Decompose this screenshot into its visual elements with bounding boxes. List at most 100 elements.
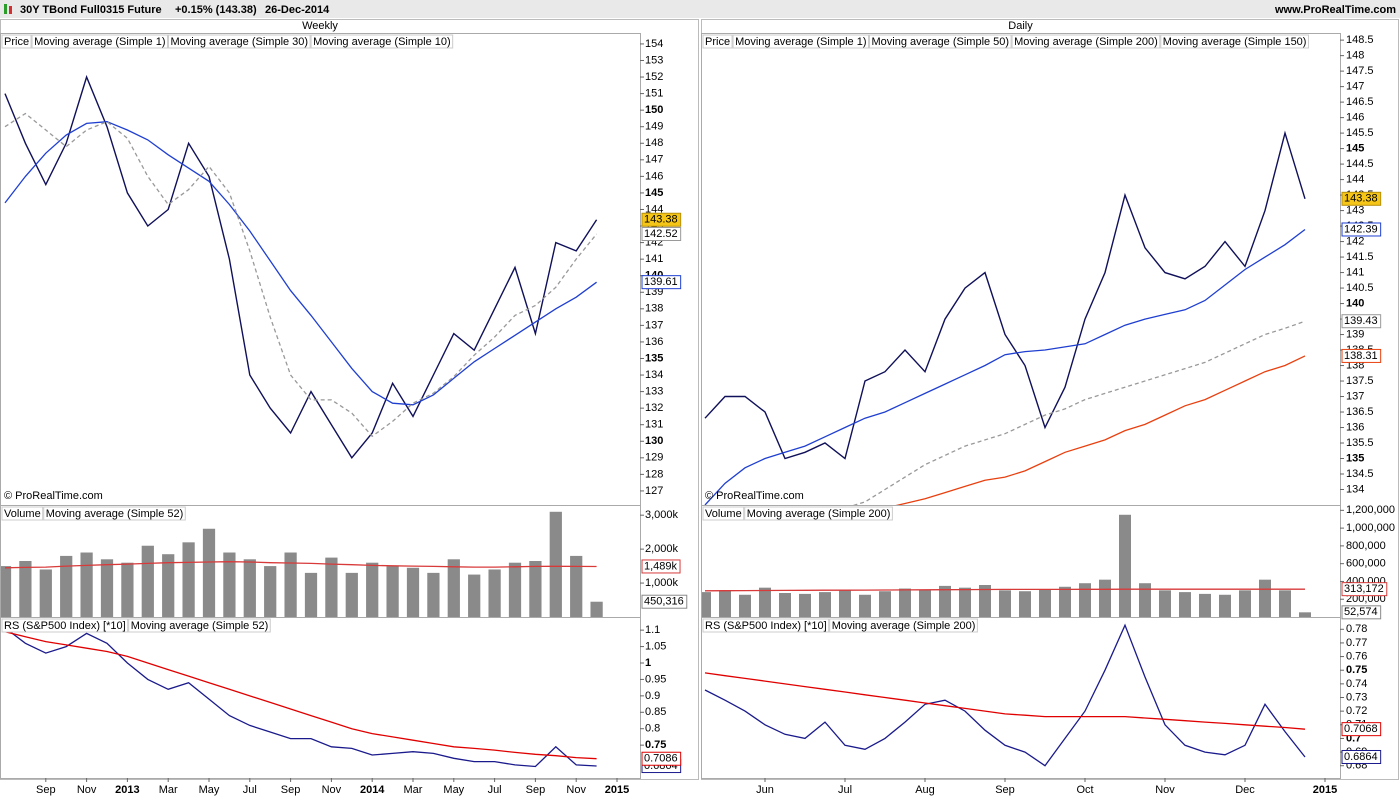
y-tick-label: 1.1 (645, 624, 660, 636)
y-tick-label: 136 (645, 336, 663, 348)
legend-label: Moving average (Simple 1) (34, 36, 165, 48)
volume-bar (999, 590, 1011, 617)
legend-label: Price (4, 36, 29, 48)
volume-bar (366, 562, 379, 617)
legend-box (1160, 34, 1309, 49)
volume-bar (839, 590, 851, 617)
y-tick-label: 134 (645, 369, 663, 381)
legend-label: Moving average (Simple 52) (131, 620, 269, 632)
y-tick-label: 142 (1346, 235, 1364, 247)
last-value-box (1341, 722, 1382, 737)
panel-frame (0, 505, 641, 618)
last-value-box (1341, 582, 1388, 597)
y-tick-label: 134.5 (1346, 468, 1374, 480)
volume-bar (39, 569, 52, 617)
y-tick-label: 0.95 (645, 673, 666, 685)
y-tick-label: 131 (645, 419, 663, 431)
legend-label: RS (S&P500 Index) [*10] (4, 620, 126, 632)
legend-box (702, 506, 745, 521)
x-tick-label: Aug (915, 784, 935, 796)
volume-bar (570, 555, 583, 617)
y-tick-label: 0.77 (1346, 637, 1367, 649)
last-value-box (1341, 749, 1382, 764)
plot-area (702, 514, 1311, 617)
legend-label: Moving average (Simple 200) (832, 620, 976, 632)
volume-bar (1259, 579, 1271, 617)
x-tick-label: Sep (281, 784, 301, 796)
legend-label: Moving average (Simple 200) (747, 508, 891, 520)
volume-bar (19, 561, 32, 617)
site: www.ProRealTime.com (1274, 4, 1396, 16)
x-tick-label: 2015 (1313, 784, 1337, 796)
series-line (704, 672, 1306, 730)
legend-label: Moving average (Simple 52) (46, 508, 184, 520)
volume-bar (304, 572, 318, 617)
y-tick-label: 600,000 (1346, 558, 1386, 570)
y-tick-label: 1,000k (645, 577, 679, 589)
volume-bar (959, 587, 971, 617)
y-tick-label: 144.5 (1346, 158, 1374, 170)
x-tick-label: May (443, 784, 464, 796)
y-tick-label: 137 (1346, 390, 1364, 402)
y-tick-label: 0.75 (645, 739, 666, 751)
y-tick-label: 134 (1346, 483, 1364, 495)
y-tick-label: 144 (1346, 173, 1364, 185)
y-tick-label: 141.5 (1346, 251, 1374, 263)
y-tick-label: 127 (645, 485, 663, 497)
volume-bar (739, 594, 751, 617)
series-line (895, 355, 1306, 505)
x-tick-label: Jul (838, 784, 852, 796)
last-value-box (1341, 314, 1382, 329)
volume-bar (1099, 579, 1111, 617)
y-tick-label: 148 (645, 137, 663, 149)
volume-bar (1179, 592, 1191, 617)
volume-bar (1019, 591, 1031, 617)
volume-bar (1199, 593, 1211, 617)
y-tick-label: 141 (1346, 266, 1364, 278)
x-tick-label: Jul (488, 784, 502, 796)
x-tick-label: Mar (159, 784, 178, 796)
y-tick-label: 138 (645, 303, 663, 315)
legend-label: Moving average (Simple 200) (1014, 36, 1158, 48)
last-value-label: 52,574 (1344, 606, 1378, 618)
y-tick-label: 139 (645, 286, 663, 298)
x-tick-label: Oct (1076, 784, 1093, 796)
legend-label: Moving average (Simple 50) (872, 36, 1010, 48)
series-line (4, 74, 598, 460)
column-frame (0, 19, 699, 780)
y-tick-label: 0.73 (1346, 691, 1367, 703)
y-tick-label: 140 (1346, 297, 1364, 309)
series-line (4, 627, 597, 768)
last-value-label: 138.31 (1344, 350, 1378, 362)
legend-box (43, 506, 186, 521)
volume-bar (529, 561, 542, 617)
x-tick-label: Nov (322, 784, 342, 796)
price-change: +0.15% (143.38) (175, 4, 257, 16)
y-tick-label: 1 (645, 657, 651, 669)
x-tick-label: Jun (756, 784, 774, 796)
volume-bar (202, 528, 216, 617)
volume-bar (779, 593, 791, 617)
plot-area (1, 511, 603, 617)
legend-box (1011, 34, 1161, 49)
y-tick-label: 147 (645, 154, 663, 166)
y-tick-label: 0.85 (645, 706, 666, 718)
y-tick-label: 2,000k (645, 543, 679, 555)
y-tick-label: 150 (645, 104, 663, 116)
y-tick-label: 151 (645, 87, 663, 99)
x-tick-label: 2014 (360, 784, 385, 796)
legend-label: Moving average (Simple 30) (171, 36, 309, 48)
last-value-box (641, 212, 682, 227)
legend-box (829, 618, 978, 633)
y-tick-label: 145 (645, 187, 663, 199)
y-tick-label: 130 (645, 435, 663, 447)
header-bar (0, 0, 1400, 18)
y-tick-label: 129 (645, 452, 663, 464)
volume-bar (1, 566, 12, 617)
y-tick-label: 140.5 (1346, 282, 1374, 294)
series-line (4, 561, 597, 569)
legend-box (702, 618, 830, 633)
y-tick-label: 0.74 (1346, 678, 1367, 690)
legend-label: Volume (4, 508, 41, 520)
